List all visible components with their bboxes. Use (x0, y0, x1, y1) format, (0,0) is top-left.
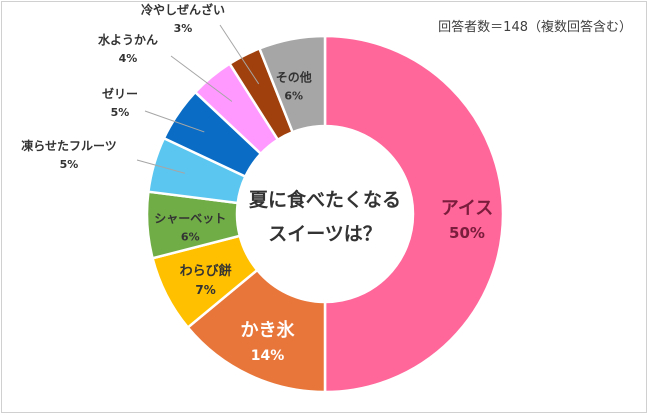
slice-label-2: かき氷 (241, 319, 296, 341)
slice-label-4: シャーベット (154, 211, 226, 225)
respondent-note: 回答者数＝148（複数回答含む） (438, 20, 632, 35)
slice-label-9: その他 (276, 69, 312, 84)
slice-percent-7: 4% (119, 52, 138, 65)
slice-percent-3: 7% (195, 283, 215, 297)
slice-percent-6: 5% (111, 106, 130, 119)
slice-1 (323, 34, 505, 394)
slice-9 (257, 34, 327, 134)
slice-percent-8: 3% (174, 22, 193, 35)
center-title-line-2: スイーツは？ (268, 223, 382, 245)
leader-line-6 (144, 110, 205, 133)
slice-percent-9: 6% (284, 89, 303, 102)
slice-label-7: 水ようかん (98, 32, 158, 47)
slice-percent-1: 50% (449, 224, 485, 242)
leader-line-5 (136, 159, 185, 174)
slice-label-6: ゼリー (102, 86, 138, 101)
slice-label-1: アイス (441, 198, 494, 219)
slice-label-8: 冷やしぜんざい (141, 2, 225, 17)
slice-label-5: 凍らせたフルーツ (21, 138, 117, 153)
slice-percent-2: 14% (251, 348, 285, 364)
slice-label-3: わらび餅 (180, 263, 232, 279)
slice-percent-5: 5% (60, 158, 79, 171)
leader-line-8 (219, 24, 260, 85)
leader-line-7 (170, 55, 233, 102)
center-title-line-1: 夏に食べたくなる (249, 188, 401, 211)
slice-percent-4: 6% (181, 230, 200, 243)
